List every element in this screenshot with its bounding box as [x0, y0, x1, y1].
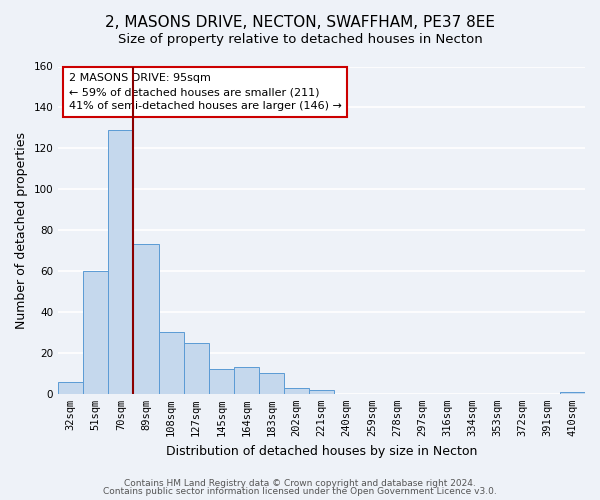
Bar [259, 374, 284, 394]
Bar [234, 367, 259, 394]
Text: Contains public sector information licensed under the Open Government Licence v3: Contains public sector information licen… [103, 487, 497, 496]
Bar [133, 244, 158, 394]
Bar [158, 332, 184, 394]
Text: Size of property relative to detached houses in Necton: Size of property relative to detached ho… [118, 32, 482, 46]
Text: 2 MASONS DRIVE: 95sqm
← 59% of detached houses are smaller (211)
41% of semi-det: 2 MASONS DRIVE: 95sqm ← 59% of detached … [69, 73, 341, 111]
Bar [58, 382, 83, 394]
Bar [560, 392, 585, 394]
Bar [209, 370, 234, 394]
X-axis label: Distribution of detached houses by size in Necton: Distribution of detached houses by size … [166, 444, 477, 458]
Bar [109, 130, 133, 394]
Bar [309, 390, 334, 394]
Text: Contains HM Land Registry data © Crown copyright and database right 2024.: Contains HM Land Registry data © Crown c… [124, 478, 476, 488]
Bar [83, 271, 109, 394]
Y-axis label: Number of detached properties: Number of detached properties [15, 132, 28, 328]
Bar [284, 388, 309, 394]
Bar [184, 342, 209, 394]
Text: 2, MASONS DRIVE, NECTON, SWAFFHAM, PE37 8EE: 2, MASONS DRIVE, NECTON, SWAFFHAM, PE37 … [105, 15, 495, 30]
